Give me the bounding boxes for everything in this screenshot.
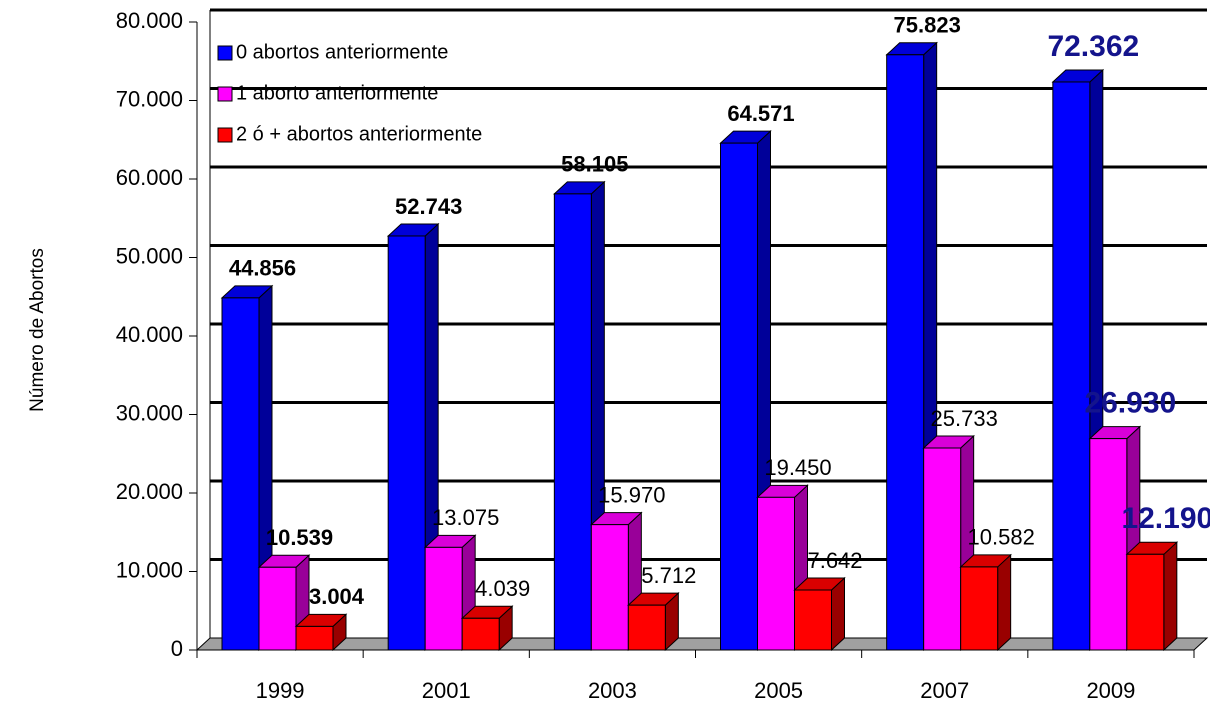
data-label: 64.571 — [727, 101, 794, 126]
bar — [1126, 553, 1165, 651]
bar-side — [997, 553, 1012, 652]
bar — [553, 193, 592, 651]
data-label: 52.743 — [395, 194, 462, 219]
bar — [960, 566, 999, 651]
data-label: 25.733 — [931, 406, 998, 431]
data-label: 26.930 — [1084, 387, 1176, 420]
x-tick-label: 2009 — [1086, 678, 1135, 703]
x-tick-label: 2007 — [920, 678, 969, 703]
x-tick-label: 2005 — [754, 678, 803, 703]
bar — [221, 297, 260, 651]
y-tick-label: 80.000 — [116, 8, 183, 33]
legend-label: 1 aborto anteriormente — [236, 82, 438, 104]
data-label: 4.039 — [475, 576, 530, 601]
data-label: 7.642 — [807, 548, 862, 573]
x-tick-label: 2001 — [422, 678, 471, 703]
bar — [590, 524, 629, 651]
y-axis-label: Número de Abortos — [27, 248, 48, 412]
data-label: 19.450 — [764, 455, 831, 480]
data-label: 75.823 — [894, 13, 961, 38]
data-label: 3.004 — [309, 584, 365, 609]
bar — [1052, 81, 1091, 651]
bar — [461, 617, 500, 651]
bar — [923, 447, 962, 651]
y-tick-label: 20.000 — [116, 479, 183, 504]
bar — [424, 546, 463, 651]
data-label: 15.970 — [598, 482, 665, 507]
data-label: 12.190 — [1121, 502, 1210, 535]
y-tick-label: 50.000 — [116, 243, 183, 268]
legend-swatch — [217, 45, 233, 61]
y-tick-label: 30.000 — [116, 400, 183, 425]
data-label: 72.362 — [1047, 30, 1139, 63]
bar — [1089, 438, 1128, 651]
legend-swatch — [217, 127, 233, 143]
bar — [295, 625, 334, 651]
y-tick-label: 10.000 — [116, 557, 183, 582]
bar — [794, 589, 832, 651]
y-tick-label: 40.000 — [116, 322, 183, 347]
bar — [886, 54, 925, 651]
bar — [720, 142, 758, 651]
bar — [387, 235, 426, 651]
bar — [258, 566, 297, 651]
data-label: 10.539 — [266, 525, 333, 550]
y-tick-label: 0 — [171, 636, 183, 661]
data-label: 10.582 — [968, 525, 1035, 550]
bar — [757, 496, 795, 651]
legend-label: 0 abortos anteriormente — [236, 41, 448, 63]
x-tick-label: 1999 — [256, 678, 305, 703]
legend-swatch — [217, 86, 233, 102]
data-label: 13.075 — [432, 505, 499, 530]
legend-label: 2 ó + abortos anteriormente — [236, 123, 482, 145]
data-label: 58.105 — [561, 152, 628, 177]
x-tick-label: 2003 — [588, 678, 637, 703]
bar — [627, 604, 666, 651]
data-label: 5.712 — [641, 563, 696, 588]
y-tick-label: 60.000 — [116, 165, 183, 190]
bar-side — [1163, 541, 1178, 652]
y-tick-label: 70.000 — [116, 86, 183, 111]
data-label: 44.856 — [229, 256, 296, 281]
